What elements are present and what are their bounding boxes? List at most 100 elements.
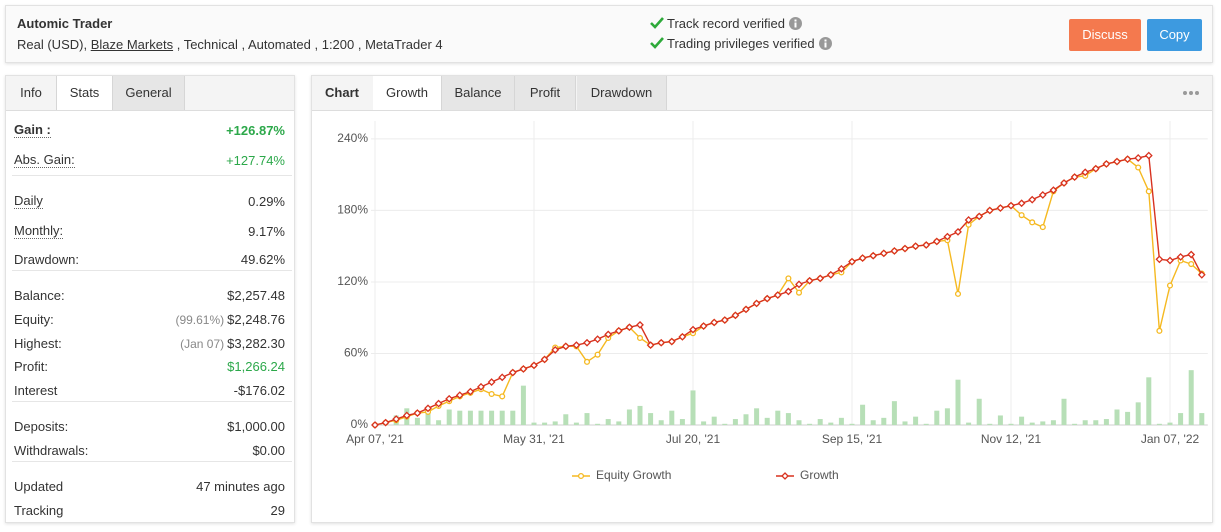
point: [901, 244, 909, 253]
bar: [1135, 402, 1141, 425]
point: [785, 275, 792, 282]
bar: [531, 422, 537, 425]
point: [381, 418, 390, 427]
point: [572, 341, 581, 350]
point: [445, 394, 454, 403]
point: [1197, 270, 1206, 279]
stat-label: Withdrawals:: [14, 443, 89, 458]
bar: [1146, 377, 1152, 425]
bar: [584, 413, 590, 425]
menu-dots[interactable]: [1182, 90, 1200, 96]
point: [551, 345, 560, 354]
bar: [1019, 416, 1025, 425]
legend-label: Equity Growth: [596, 468, 671, 482]
point: [922, 241, 931, 249]
bar: [860, 404, 866, 425]
x-tick-label: Jan 07, '22: [1141, 432, 1200, 446]
legend-marker: [577, 472, 585, 480]
bar: [1167, 422, 1173, 425]
separator: [12, 461, 292, 462]
point: [879, 249, 888, 258]
y-tick-label: 120%: [337, 274, 368, 288]
x-tick-label: Jul 20, '21: [666, 432, 721, 446]
point: [657, 338, 666, 347]
stat-number: 49.62%: [240, 252, 285, 267]
point: [636, 320, 644, 329]
point: [498, 373, 507, 382]
point: [1018, 212, 1025, 219]
subtitle: Real (USD), Blaze Markets , Technical , …: [17, 37, 443, 52]
legend-label: Growth: [800, 468, 839, 482]
tab[interactable]: Info: [6, 76, 57, 110]
point: [477, 382, 485, 391]
check-icon: [650, 17, 664, 29]
verified-text: Trading privileges verified: [667, 36, 815, 51]
header: Automic Trader Real (USD), Blaze Markets…: [5, 5, 1213, 63]
point: [1017, 199, 1026, 208]
bar: [891, 401, 897, 425]
bar: [679, 419, 685, 425]
bar: [796, 420, 802, 425]
stat-value: $0.00: [252, 443, 285, 458]
bar: [997, 415, 1003, 425]
bar: [976, 398, 982, 425]
bar: [722, 423, 728, 425]
bar: [690, 390, 696, 425]
x-tick-label: Sep 15, '21: [822, 432, 883, 446]
bar: [775, 410, 781, 425]
tab[interactable]: Drawdown: [577, 76, 667, 110]
x-tick-label: Nov 12, '21: [981, 432, 1042, 446]
tab[interactable]: General: [113, 76, 185, 110]
point: [392, 415, 401, 423]
bar: [1029, 422, 1035, 425]
info-bar: [794, 22, 797, 28]
point: [1007, 201, 1015, 210]
tab[interactable]: Chart: [325, 85, 359, 100]
stat-value: +126.87%: [226, 123, 285, 138]
tab[interactable]: Balance: [442, 76, 515, 110]
stat-label: Drawdown:: [14, 252, 80, 267]
stat-label: Gain :: [14, 122, 51, 138]
broker-link[interactable]: Blaze Markets: [90, 37, 174, 52]
point: [964, 216, 973, 224]
stat-label: Daily: [14, 193, 43, 209]
point: [954, 227, 962, 236]
point: [731, 311, 740, 320]
point: [1134, 154, 1143, 162]
tab[interactable]: Profit: [515, 76, 576, 110]
point: [837, 264, 846, 273]
separator: [12, 175, 292, 176]
point: [1166, 282, 1174, 289]
bar: [637, 405, 643, 425]
separator: [12, 270, 292, 271]
point: [424, 404, 432, 413]
point: [371, 421, 379, 429]
point: [1049, 186, 1058, 195]
stat-value: (99.61%) $2,248.76: [175, 312, 285, 327]
button[interactable]: Copy: [1147, 19, 1202, 51]
title: Automic Trader: [17, 16, 113, 31]
point: [1039, 224, 1046, 231]
bar: [1082, 420, 1088, 425]
point: [1135, 164, 1142, 171]
info-dot: [824, 39, 827, 42]
check: [650, 37, 664, 49]
point: [1145, 188, 1152, 195]
point: [1038, 190, 1047, 199]
check: [650, 17, 664, 29]
details: , Technical , Automated , 1:200 , MetaTr…: [176, 37, 443, 52]
point: [795, 289, 803, 296]
point: [784, 287, 793, 296]
bar: [1040, 421, 1046, 425]
tab-bar: Info Stats General: [6, 76, 294, 111]
button[interactable]: Discuss: [1069, 19, 1141, 51]
info-icon: [819, 37, 832, 50]
tab[interactable]: Stats: [57, 76, 113, 110]
bar: [1008, 423, 1014, 425]
bar: [902, 421, 908, 425]
bar: [828, 422, 834, 425]
bar: [446, 409, 452, 425]
tab[interactable]: Growth: [373, 76, 442, 110]
x-tick-label: May 31, '21: [503, 432, 565, 446]
point: [678, 332, 687, 341]
